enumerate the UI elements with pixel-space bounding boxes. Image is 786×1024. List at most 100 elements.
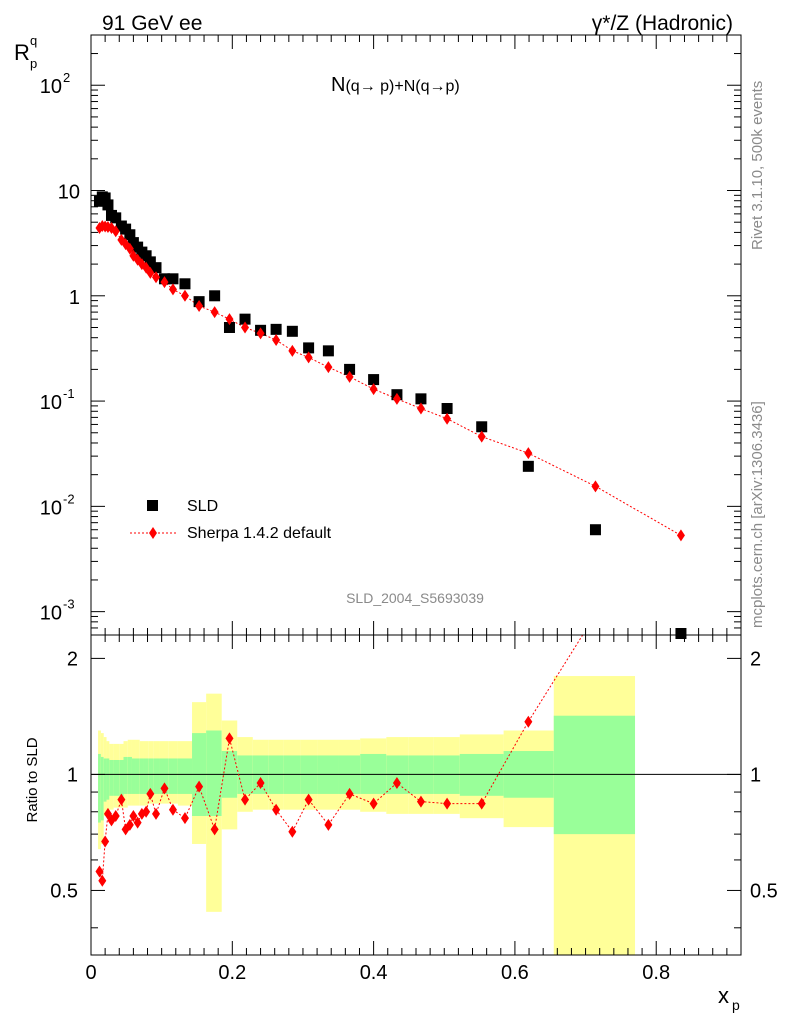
- ratio-sherpa-point: [98, 874, 107, 887]
- sherpa-point: [256, 327, 265, 340]
- sherpa-point: [225, 313, 234, 326]
- y-tick-label: 10 -3: [40, 597, 75, 625]
- sld-point: [102, 199, 114, 211]
- ratio-y-tick-label-right: 2: [750, 648, 761, 670]
- sherpa-point: [146, 266, 155, 279]
- y-tick-label-base: 10: [40, 392, 62, 414]
- sherpa-point: [160, 276, 169, 289]
- ratio-sherpa-point: [142, 805, 151, 818]
- sld-point: [99, 192, 111, 204]
- ratio-stat-band: [123, 756, 128, 794]
- ratio-stat-band: [148, 758, 154, 794]
- ratio-sherpa-point: [288, 825, 297, 838]
- x-tick-label: 0.2: [218, 962, 246, 984]
- sherpa-point: [241, 321, 250, 334]
- y-tick-label-exponent: -1: [63, 386, 75, 401]
- ratio-sherpa-point: [129, 810, 138, 823]
- ratio-sherpa-point: [111, 810, 120, 823]
- ratio-stat-band: [103, 758, 107, 802]
- sherpa-point: [392, 392, 401, 405]
- sld-point: [270, 323, 282, 335]
- y-tick-label-base: 10: [58, 182, 80, 204]
- ratio-y-tick-label-left: 2: [67, 648, 78, 670]
- y-tick-label: 10 -2: [40, 491, 75, 519]
- ratio-stat-band: [106, 758, 110, 800]
- ratio-sherpa-point: [152, 807, 160, 820]
- ratio-stat-band: [119, 759, 124, 796]
- ratio-sherpa-point: [125, 818, 134, 831]
- ratio-stat-band: [143, 758, 149, 794]
- y-axis-label-main: R q p: [14, 33, 37, 71]
- ratio-sherpa-point: [477, 797, 486, 810]
- ratio-sherpa-point: [324, 818, 333, 831]
- sherpa-point: [125, 242, 134, 255]
- ratio-sherpa-point: [256, 777, 265, 790]
- sherpa-point: [129, 249, 138, 262]
- sld-point: [140, 250, 152, 262]
- ratio-y-tick-label-right: 1: [750, 764, 761, 786]
- ratio-sherpa-point: [272, 803, 281, 816]
- ratio-series-layer: [95, 635, 584, 887]
- ratio-sherpa-point: [304, 793, 313, 806]
- sld-point: [675, 628, 687, 640]
- y-tick-label-exponent: -3: [63, 597, 75, 612]
- sld-point: [120, 223, 132, 235]
- y-tick-label: 10 2: [40, 70, 70, 98]
- sld-point: [124, 229, 136, 241]
- legend-label-sherpa: Sherpa 1.4.2 default: [187, 525, 332, 542]
- sherpa-point: [345, 370, 354, 383]
- sherpa-point: [524, 447, 533, 460]
- sld-point: [286, 325, 298, 337]
- sld-point: [368, 374, 380, 386]
- x-tick-label: 0.4: [360, 962, 388, 984]
- ratio-sherpa-point: [95, 865, 104, 878]
- y-tick-label-base: 10: [40, 76, 62, 98]
- ratio-sherpa-point: [168, 803, 177, 816]
- legend: SLD Sherpa 1.4.2 default: [130, 498, 332, 542]
- ratio-stat-band: [98, 753, 101, 823]
- ratio-sherpa-point: [160, 782, 169, 795]
- ylabel-R: R: [14, 40, 30, 65]
- ratio-sherpa-point: [101, 835, 110, 848]
- sld-point: [144, 256, 156, 268]
- ratio-stat-band: [113, 759, 120, 796]
- ratio-sherpa-point: [369, 797, 378, 810]
- sherpa-point: [288, 344, 297, 357]
- ratio-stat-band: [127, 756, 132, 794]
- y-tick-label-base: 10: [40, 497, 62, 519]
- ratio-ylabel: Ratio to SLD: [24, 737, 41, 822]
- xlabel-x: x: [718, 983, 729, 1008]
- ratio-sherpa-point: [416, 795, 425, 808]
- ratio-sherpa-point: [524, 715, 533, 728]
- sherpa-point: [304, 351, 313, 364]
- sherpa-point: [676, 529, 685, 542]
- ratio-stat-band: [168, 758, 178, 794]
- ratio-sherpa-point: [225, 732, 234, 745]
- sld-point: [209, 290, 221, 302]
- sherpa-point: [180, 289, 189, 302]
- rivet-version-label: Rivet 3.1.10, 500k events: [749, 81, 766, 250]
- sld-point: [322, 345, 334, 357]
- ratio-stat-band: [206, 730, 222, 817]
- ylabel-superscript: q: [30, 33, 37, 48]
- ratio-sherpa-point: [241, 793, 250, 806]
- ratio-sherpa-point: [133, 816, 142, 829]
- upper-frame: [90, 34, 742, 636]
- sld-point: [476, 421, 488, 433]
- ratio-axis-ticks: 0.5 0.5 1 1 2 2 0 0.2 0.4 0.6 0.8: [50, 635, 778, 984]
- ratio-stat-band: [100, 756, 104, 821]
- ratio-stat-band: [553, 715, 636, 835]
- sld-point: [441, 403, 453, 415]
- ratio-sherpa-point: [392, 777, 401, 790]
- legend-marker-sld: [147, 500, 158, 511]
- y-tick-label: 1: [69, 287, 80, 309]
- sld-point: [179, 278, 191, 290]
- ratio-sherpa-point: [146, 787, 155, 800]
- header-process: γ*/Z (Hadronic): [592, 12, 733, 35]
- sherpa-point: [591, 480, 600, 493]
- source-label: mcplots.cern.ch [arXiv:1306.3436]: [749, 401, 766, 628]
- plot-title: N(q→ p)+N(q→p): [331, 74, 460, 96]
- ratio-stat-band: [131, 758, 136, 794]
- y-tick-label: 10 -1: [40, 386, 75, 414]
